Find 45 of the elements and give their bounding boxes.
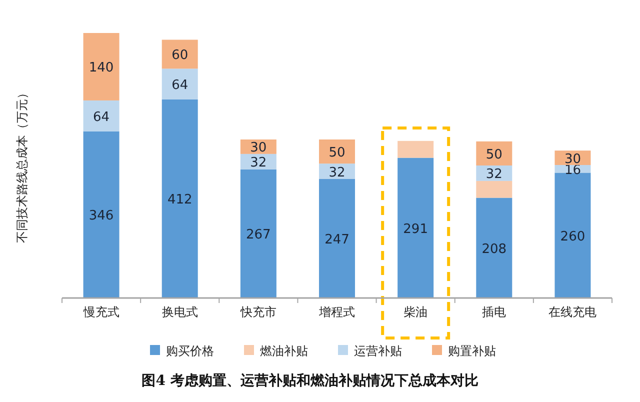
bar [240,169,276,298]
data-label: 140 [88,60,114,76]
legend-label: 购买价格 [166,344,214,358]
data-label: 291 [403,222,428,237]
data-label: 32 [486,167,502,182]
bar [476,198,512,298]
x-tick-label: 慢充式 [82,305,120,319]
bar [319,139,355,164]
bar [398,158,434,298]
bar [476,141,512,166]
x-tick-label: 柴油 [404,305,428,319]
data-label: 32 [328,165,346,180]
bar [398,140,434,158]
data-label: 247 [324,232,350,248]
bar [162,68,198,100]
bar [83,33,120,100]
bar [554,172,591,298]
bar [162,99,198,298]
data-label: 50 [486,147,502,162]
x-tick-label: 增程式 [318,305,355,319]
x-tick-label: 快充市 [239,305,276,319]
data-label: 60 [172,48,188,64]
data-label: 32 [250,156,267,171]
bar [319,178,355,298]
x-tick-label: 在线充电 [548,305,597,319]
data-label: 412 [167,192,192,208]
bar [476,180,512,198]
data-label: 260 [560,229,586,244]
data-label: 208 [482,242,507,257]
data-label: 64 [172,78,188,94]
data-label: 50 [328,146,346,161]
y-axis-title: 不同技术路线总成本（万元） [15,87,29,243]
bar [83,100,120,132]
data-label: 346 [88,208,114,224]
legend-label: 运营补贴 [354,344,402,358]
text: 图4 考虑购置、运营补贴和燃油补贴情况下总成本对比 [142,372,478,389]
x-tick-label: 换电式 [162,305,198,319]
bar [162,40,198,69]
data-label: 64 [93,110,110,125]
data-label: 267 [246,228,271,243]
legend-label: 购置补贴 [448,344,496,358]
legend-label: 燃油补贴 [260,344,308,358]
x-tick-label: 插电 [482,305,506,319]
data-label: 30 [250,140,267,156]
bar [83,131,120,298]
